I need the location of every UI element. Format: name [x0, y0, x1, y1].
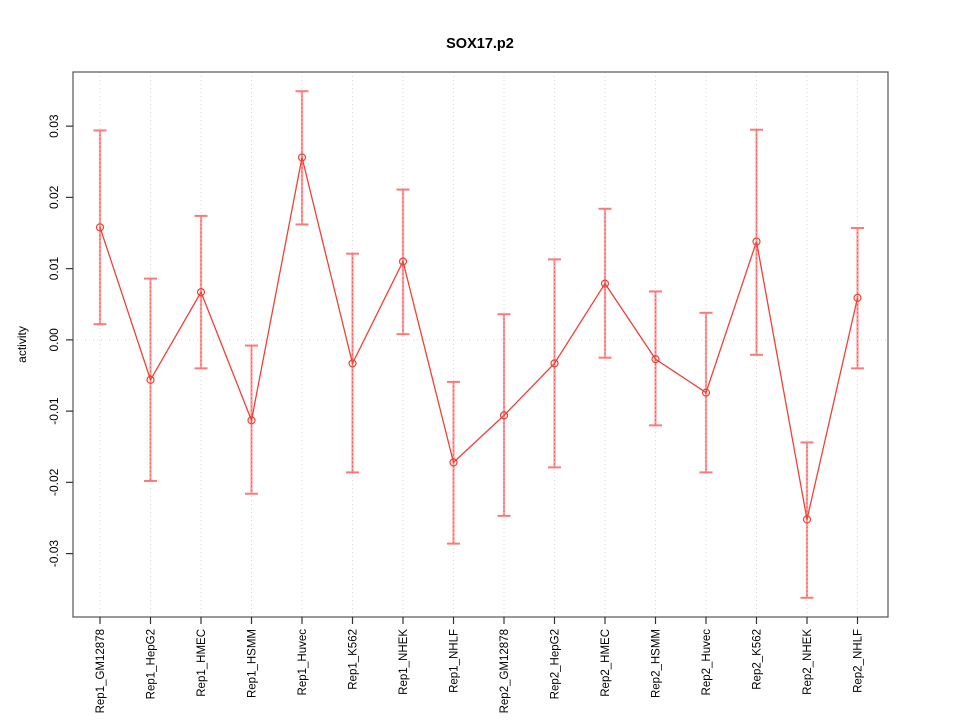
data-point-marker — [449, 458, 458, 467]
x-tick-label: Rep1_GM12878 — [95, 629, 107, 713]
x-tick-label: Rep2_HepG2 — [550, 629, 562, 699]
data-point-marker — [297, 153, 307, 162]
data-point-marker — [651, 355, 660, 364]
y-tick-label: 0.01 — [47, 257, 61, 281]
data-point-marker — [550, 359, 559, 368]
data-point-marker — [600, 279, 610, 288]
data-point-marker — [95, 223, 105, 232]
x-tick-label: Rep2_NHLF — [853, 629, 865, 693]
y-tick-label: -0.01 — [47, 397, 61, 425]
grid-layer — [73, 72, 888, 617]
y-tick-label: -0.03 — [47, 540, 61, 568]
series-line — [99, 157, 859, 520]
data-point-marker — [752, 237, 761, 246]
data-point-marker — [146, 375, 155, 384]
data-point-marker — [247, 416, 256, 425]
x-tick-label: Rep1_K562 — [348, 629, 360, 690]
chart-title: SOX17.p2 — [446, 36, 514, 52]
x-tick-label: Rep2_GM12878 — [499, 629, 511, 713]
y-tick-label: 0.03 — [47, 114, 61, 138]
x-tick-label: Rep1_NHEK — [398, 629, 410, 695]
x-tick-label: Rep2_NHEK — [802, 629, 814, 695]
x-tick-label: Rep1_HepG2 — [146, 629, 158, 699]
data-point-marker — [802, 515, 812, 524]
y-tick-label: 0.00 — [47, 328, 61, 352]
plot-frame — [72, 71, 889, 618]
data-point-marker — [853, 293, 862, 302]
x-tick-label: Rep2_K562 — [752, 629, 764, 690]
x-tick-label: Rep2_HMEC — [600, 629, 612, 697]
x-tick-label: Rep1_Huvec — [297, 629, 309, 696]
data-layer — [93, 90, 864, 599]
y-tick-label: -0.02 — [47, 468, 61, 496]
x-tick-label: Rep1_HSMM — [247, 629, 259, 698]
data-point-marker — [499, 411, 509, 420]
y-axis-title: activity — [15, 326, 29, 363]
x-tick-label: Rep1_NHLF — [449, 629, 461, 693]
x-tick-label: Rep2_HSMM — [651, 629, 663, 698]
axes-layer: 0.03 0.02 0.01 0.00 -0.01 -0.02 -0.03 Rep1_GM12… — [47, 71, 889, 713]
data-point-marker — [196, 288, 206, 297]
data-point-marker — [398, 257, 408, 266]
data-point-marker — [701, 388, 711, 397]
data-point-marker — [348, 359, 357, 368]
x-tick-label: Rep1_HMEC — [196, 629, 208, 697]
y-tick-label: 0.02 — [47, 185, 61, 209]
x-tick-label: Rep2_Huvec — [701, 629, 713, 696]
